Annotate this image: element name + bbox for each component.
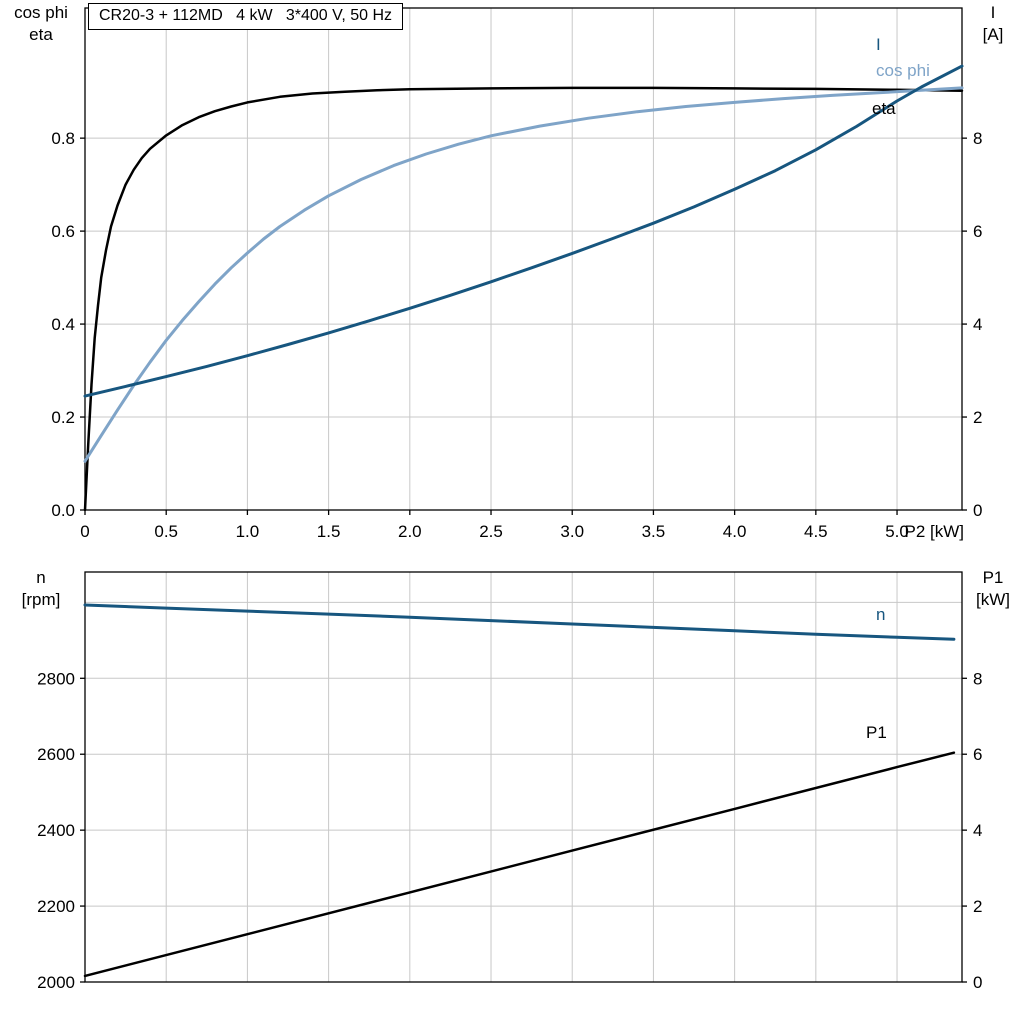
svg-text:2: 2 <box>973 408 982 427</box>
axis-label-cos-phi: cos phi <box>14 3 68 22</box>
svg-text:4.5: 4.5 <box>804 522 828 541</box>
svg-text:2200: 2200 <box>37 897 75 916</box>
svg-text:0: 0 <box>973 973 982 992</box>
svg-text:0.5: 0.5 <box>154 522 178 541</box>
svg-text:0.0: 0.0 <box>51 501 75 520</box>
svg-text:4: 4 <box>973 821 982 840</box>
svg-text:2.0: 2.0 <box>398 522 422 541</box>
curve-label-eta: eta <box>872 99 896 118</box>
top-right-axis-label: I [A] <box>964 2 1022 46</box>
svg-text:0.2: 0.2 <box>51 408 75 427</box>
svg-text:2: 2 <box>973 897 982 916</box>
svg-text:0: 0 <box>80 522 89 541</box>
curve-label-current: I <box>876 35 881 54</box>
curve-label-cos-phi: cos phi <box>876 61 930 80</box>
bottom-right-axis-label: P1 [kW] <box>964 567 1022 611</box>
svg-text:8: 8 <box>973 129 982 148</box>
svg-text:4: 4 <box>973 315 982 334</box>
svg-text:2000: 2000 <box>37 973 75 992</box>
svg-text:6: 6 <box>973 745 982 764</box>
svg-text:3.5: 3.5 <box>642 522 666 541</box>
axis-label-n: n <box>36 568 46 587</box>
svg-text:0: 0 <box>973 501 982 520</box>
top-chart: 0.0 0.2 0.4 0.6 0.8 0 2 4 6 8 0 0.5 1.0 1.5 2.0 2.5 3.0 3… <box>51 7 982 541</box>
axis-label-ampere-unit: [A] <box>982 25 1004 44</box>
svg-text:3.0: 3.0 <box>560 522 584 541</box>
svg-text:2600: 2600 <box>37 745 75 764</box>
curve-label-n: n <box>876 605 886 624</box>
svg-text:0.8: 0.8 <box>51 129 75 148</box>
svg-text:4.0: 4.0 <box>723 522 747 541</box>
svg-text:2800: 2800 <box>37 669 75 688</box>
svg-text:1.5: 1.5 <box>317 522 341 541</box>
cos-phi-curve <box>83 86 964 463</box>
bottom-chart: 2000 2200 2400 2600 2800 0 2 4 6 8 <box>37 571 982 992</box>
svg-text:1.0: 1.0 <box>236 522 260 541</box>
chart-title-box: CR20-3 + 112MD 4 kW 3*400 V, 50 Hz <box>88 3 404 30</box>
p1-curve <box>83 751 956 978</box>
svg-text:6: 6 <box>973 222 982 241</box>
axis-label-rpm-unit: [rpm] <box>21 590 61 609</box>
axis-label-current: I <box>990 3 996 22</box>
svg-text:0.6: 0.6 <box>51 222 75 241</box>
bottom-left-axis-label: n [rpm] <box>2 567 80 611</box>
svg-text:0.4: 0.4 <box>51 315 75 334</box>
i-curve <box>83 64 964 398</box>
axis-label-eta: eta <box>29 25 53 44</box>
axis-label-kw-unit: [kW] <box>976 590 1010 609</box>
svg-text:2.5: 2.5 <box>479 522 503 541</box>
top-left-axis-label: cos phi eta <box>2 2 80 46</box>
svg-text:2400: 2400 <box>37 821 75 840</box>
axis-label-p1: P1 <box>982 568 1004 587</box>
svg-text:8: 8 <box>973 669 982 688</box>
n-curve <box>83 603 956 641</box>
svg-text:5.0: 5.0 <box>885 522 909 541</box>
svg-text:P2 [kW]: P2 [kW] <box>904 522 964 541</box>
eta-curve <box>83 86 964 512</box>
curve-label-p1: P1 <box>866 723 887 742</box>
